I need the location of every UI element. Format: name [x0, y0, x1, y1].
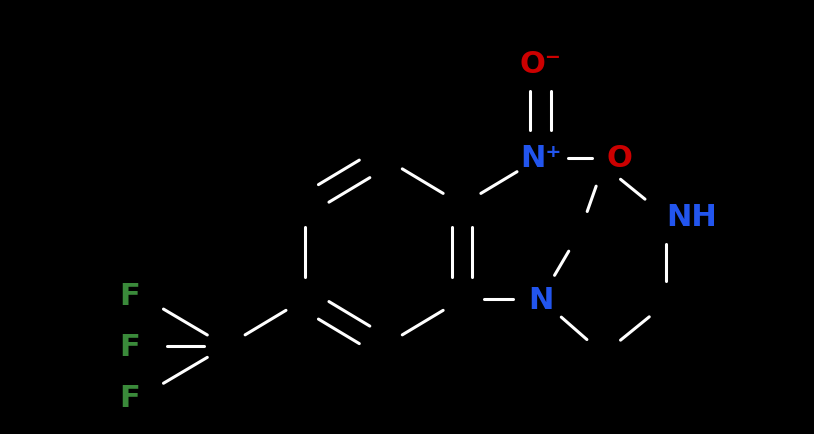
Text: N⁺: N⁺	[520, 144, 562, 173]
Text: O⁻: O⁻	[519, 49, 562, 79]
Text: F: F	[119, 383, 140, 412]
Text: O: O	[606, 144, 632, 173]
Text: N: N	[528, 285, 554, 314]
Text: NH: NH	[667, 203, 717, 231]
Text: F: F	[119, 281, 140, 310]
Text: F: F	[119, 332, 140, 361]
